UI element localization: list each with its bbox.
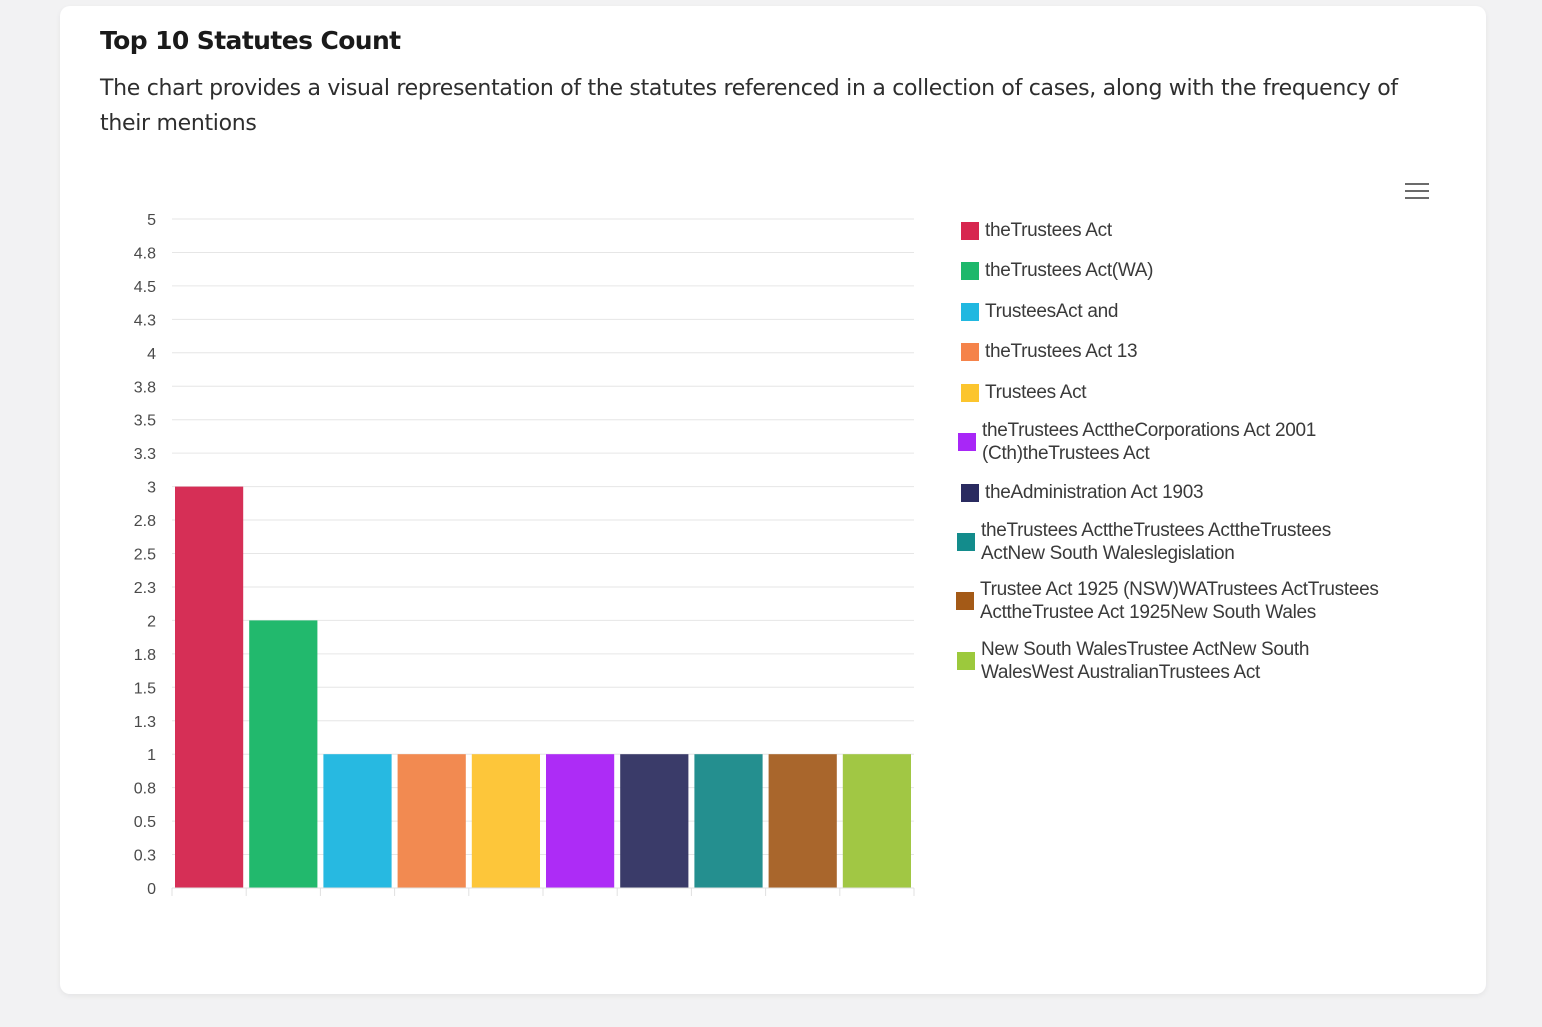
bar-2[interactable] bbox=[249, 620, 318, 888]
legend-label: Trustees Act bbox=[985, 382, 1087, 403]
bar-1[interactable] bbox=[175, 486, 244, 888]
legend-item[interactable]: theAdministration Act 1903 bbox=[961, 481, 1431, 504]
legend-item[interactable]: TrusteesAct and bbox=[961, 300, 1431, 323]
y-tick-label: 3 bbox=[147, 480, 156, 497]
legend-swatch bbox=[961, 302, 979, 321]
legend-swatch bbox=[961, 221, 979, 240]
legend-label: TrusteesAct and bbox=[985, 301, 1119, 322]
legend-item[interactable]: theTrustees Act(WA) bbox=[961, 259, 1431, 282]
y-tick-label: 2.3 bbox=[134, 580, 156, 597]
legend-label: Trustee Act 1925 (NSW)WATrustees ActTrus… bbox=[980, 579, 1379, 623]
legend-swatch bbox=[957, 652, 975, 670]
y-tick-label: 0 bbox=[147, 881, 156, 898]
legend-item[interactable]: theTrustees Act bbox=[961, 219, 1431, 242]
legend-label: New South WalesTrustee ActNew South Wale… bbox=[981, 639, 1310, 683]
bar-10[interactable] bbox=[842, 754, 911, 888]
bar-8[interactable] bbox=[694, 754, 763, 888]
x-axis bbox=[171, 887, 915, 896]
bar-3[interactable] bbox=[323, 754, 392, 888]
y-axis: 0 0.3 0.5 0.8 1 1.3 1.5 1.8 2 2.3 2.5 2.8 3 3.3 3.5 3.8… bbox=[134, 212, 156, 898]
y-tick-label: 2.8 bbox=[134, 513, 156, 530]
legend-item[interactable]: theTrustees ActtheCorporations Act 2001 … bbox=[958, 419, 1428, 465]
y-tick-label: 0.5 bbox=[134, 814, 156, 831]
legend-item[interactable]: Trustee Act 1925 (NSW)WATrustees ActTrus… bbox=[956, 578, 1426, 624]
bar-5[interactable] bbox=[471, 754, 540, 888]
legend-swatch bbox=[961, 261, 979, 280]
y-tick-label: 1.8 bbox=[134, 647, 156, 664]
y-tick-label: 0.3 bbox=[134, 848, 156, 865]
legend-swatch bbox=[958, 433, 976, 451]
bar-4[interactable] bbox=[397, 754, 466, 888]
y-tick-label: 1.3 bbox=[134, 714, 156, 731]
legend-label: theTrustees Act 13 bbox=[985, 341, 1138, 362]
bars bbox=[175, 486, 911, 888]
legend-swatch bbox=[961, 342, 979, 361]
y-tick-label: 3.5 bbox=[134, 413, 156, 430]
legend-swatch bbox=[956, 592, 974, 610]
y-tick-label: 4.5 bbox=[134, 279, 156, 296]
legend-item[interactable]: Trustees Act bbox=[961, 381, 1431, 404]
legend-label: theAdministration Act 1903 bbox=[985, 482, 1204, 503]
y-tick-label: 5 bbox=[147, 212, 156, 229]
legend-item[interactable]: theTrustees ActtheTrustees ActtheTrustee… bbox=[957, 519, 1427, 565]
y-tick-label: 2 bbox=[147, 613, 156, 630]
bar-6[interactable] bbox=[546, 754, 615, 888]
legend-swatch bbox=[957, 533, 975, 551]
legend-label: theTrustees Act(WA) bbox=[985, 260, 1154, 281]
y-tick-label: 3.3 bbox=[134, 446, 156, 463]
y-tick-label: 4.3 bbox=[134, 312, 156, 329]
page-title: Top 10 Statutes Count bbox=[100, 26, 401, 55]
y-tick-label: 4 bbox=[147, 346, 156, 363]
y-tick-label: 1 bbox=[147, 747, 156, 764]
y-tick-label: 4.8 bbox=[134, 245, 156, 262]
legend-item[interactable]: theTrustees Act 13 bbox=[961, 340, 1431, 363]
legend-label: theTrustees ActtheTrustees ActtheTrustee… bbox=[981, 520, 1331, 564]
legend-label: theTrustees Act bbox=[985, 220, 1112, 241]
legend-swatch bbox=[961, 483, 979, 502]
hamburger-menu-icon[interactable] bbox=[1403, 181, 1431, 201]
y-tick-label: 3.8 bbox=[134, 379, 156, 396]
legend-item[interactable]: New South WalesTrustee ActNew South Wale… bbox=[957, 638, 1427, 684]
y-tick-label: 2.5 bbox=[134, 547, 156, 564]
y-tick-label: 0.8 bbox=[134, 781, 156, 798]
legend-label: theTrustees ActtheCorporations Act 2001 … bbox=[982, 420, 1317, 464]
chart-description: The chart provides a visual representati… bbox=[100, 76, 1398, 136]
legend-swatch bbox=[961, 383, 979, 402]
y-tick-label: 1.5 bbox=[134, 680, 156, 697]
bar-7[interactable] bbox=[620, 754, 689, 888]
bar-9[interactable] bbox=[768, 754, 837, 888]
